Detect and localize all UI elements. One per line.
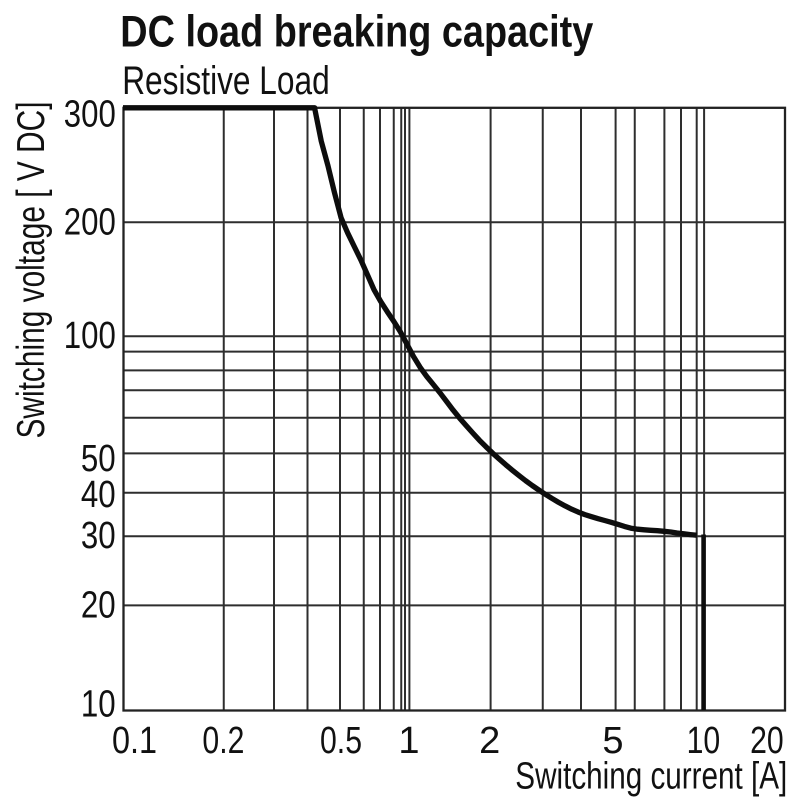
svg-text:30: 30 [81,515,116,557]
svg-text:10: 10 [81,684,116,726]
svg-text:20: 20 [750,720,784,762]
svg-text:2: 2 [479,720,500,762]
svg-text:20: 20 [81,584,116,626]
svg-text:200: 200 [64,201,116,243]
svg-text:DC load breaking capacity: DC load breaking capacity [120,7,593,56]
svg-text:0.1: 0.1 [112,720,157,762]
svg-text:100: 100 [64,315,116,357]
svg-text:0.2: 0.2 [202,720,244,762]
svg-text:300: 300 [64,93,116,135]
svg-text:50: 50 [81,438,116,480]
svg-text:5: 5 [602,720,623,762]
svg-text:40: 40 [81,474,116,516]
svg-text:1: 1 [398,720,419,762]
svg-text:0.5: 0.5 [320,720,362,762]
svg-text:Switching voltage [ V DC]: Switching voltage [ V DC] [10,102,53,439]
svg-text:Switching current [A]: Switching current [A] [515,756,787,798]
svg-text:Resistive Load: Resistive Load [122,59,330,103]
svg-text:10: 10 [687,720,721,762]
